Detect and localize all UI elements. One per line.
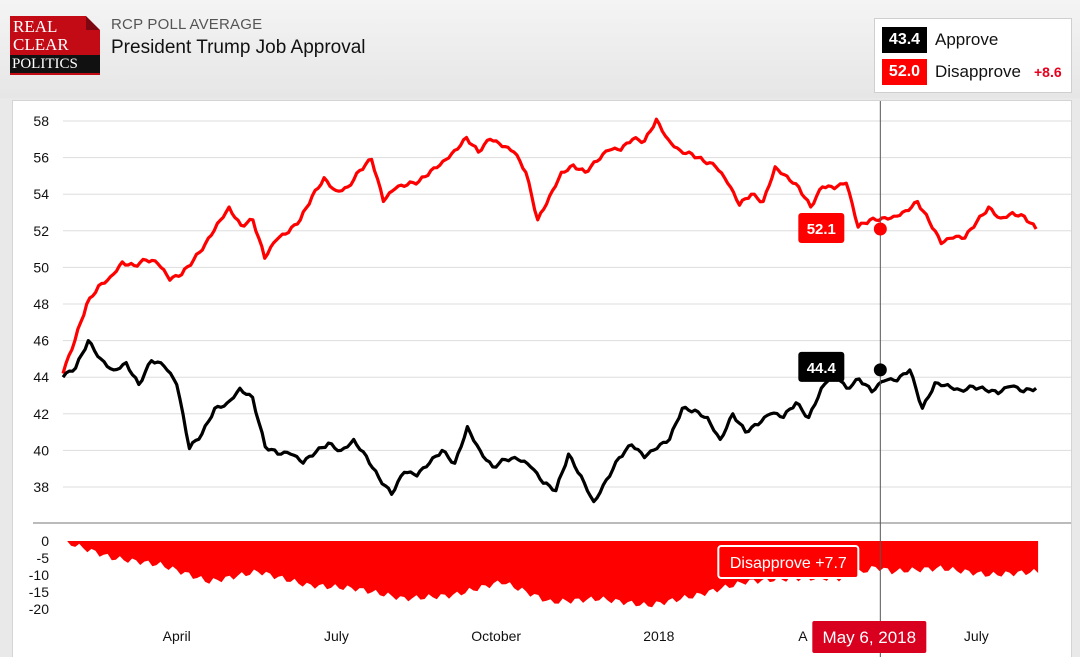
spread-y-tick-label: -20 — [29, 601, 49, 617]
y-tick-label: 46 — [33, 333, 49, 349]
x-tick-label: October — [471, 628, 521, 644]
y-tick-label: 40 — [33, 442, 49, 458]
x-tick-label: July — [964, 628, 989, 644]
logo-line-2: CLEAR — [13, 35, 69, 54]
spread-hover-label: Disapprove +7.7 — [730, 555, 847, 572]
legend: 43.4 Approve 52.0 Disapprove +8.6 — [874, 18, 1072, 93]
poll-average-kicker: RCP POLL AVERAGE — [111, 16, 263, 33]
header: REAL CLEAR POLITICS RCP POLL AVERAGE Pre… — [0, 0, 1080, 98]
disapprove-hover-dot — [873, 222, 887, 236]
x-tick-label: A — [798, 628, 808, 644]
y-tick-label: 48 — [33, 296, 49, 312]
y-axis-ticks: 38 40 42 44 46 48 50 52 54 56 58 0-5-10-15-20 — [29, 113, 49, 617]
disapprove-label: Disapprove — [935, 62, 1021, 81]
spread-y-tick-label: -10 — [29, 567, 49, 583]
spread-value: +8.6 — [1034, 64, 1062, 80]
disapprove-line[interactable] — [61, 117, 1038, 374]
logo-line-3: POLITICS — [10, 55, 100, 73]
y-tick-label: 44 — [33, 369, 49, 385]
chart-svg[interactable]: 38 40 42 44 46 48 50 52 54 56 58 0-5-10-15-20 April… — [13, 101, 1071, 657]
y-tick-label: 54 — [33, 186, 49, 202]
spread-hover-badge — [717, 545, 860, 579]
approve-line[interactable] — [61, 339, 1038, 504]
disapprove-hover-badge — [798, 212, 845, 243]
date-hover-badge — [812, 621, 927, 653]
approve-hover-dot — [873, 363, 887, 377]
approve-hover-badge — [798, 351, 845, 382]
spread-y-tick-label: 0 — [41, 533, 49, 549]
page-title: President Trump Job Approval — [111, 37, 366, 58]
x-tick-label: April — [163, 628, 191, 644]
chart-container[interactable]: 38 40 42 44 46 48 50 52 54 56 58 0 -5 -10 -15 -20 April… — [12, 100, 1072, 657]
spread-area-fill[interactable] — [63, 541, 1039, 608]
logo-fold — [86, 16, 100, 30]
y-tick-label: 50 — [33, 259, 49, 275]
y-tick-label: 52 — [33, 223, 49, 239]
disapprove-value-badge: 52.0 — [882, 59, 927, 85]
spread-area — [63, 541, 1039, 608]
grid — [33, 120, 1071, 524]
hover-overlay: 52.1 44.4 Disapprove +7.7 May 6, 2018 — [717, 101, 927, 657]
spread-y-tick-label: -5 — [37, 550, 50, 566]
realclearpolitics-logo[interactable]: REAL CLEAR POLITICS — [10, 16, 100, 75]
approve-label: Approve — [935, 30, 999, 49]
disapprove-hover-value: 52.1 — [807, 221, 836, 238]
y-tick-label: 38 — [33, 479, 49, 495]
spread-y-tick-label: -15 — [29, 584, 49, 600]
x-tick-label: July — [324, 628, 349, 644]
series-lines — [61, 117, 1038, 504]
logo-line-1: REAL — [13, 17, 58, 36]
y-tick-label: 56 — [33, 150, 49, 166]
x-axis-ticks: April July October 2018 A July — [163, 628, 989, 644]
y-tick-label: 42 — [33, 406, 49, 422]
approve-value-badge: 43.4 — [882, 27, 927, 53]
approve-hover-value: 44.4 — [807, 360, 837, 377]
x-tick-label: 2018 — [643, 628, 674, 644]
date-hover-label: May 6, 2018 — [823, 628, 917, 647]
y-tick-label: 58 — [33, 113, 49, 129]
